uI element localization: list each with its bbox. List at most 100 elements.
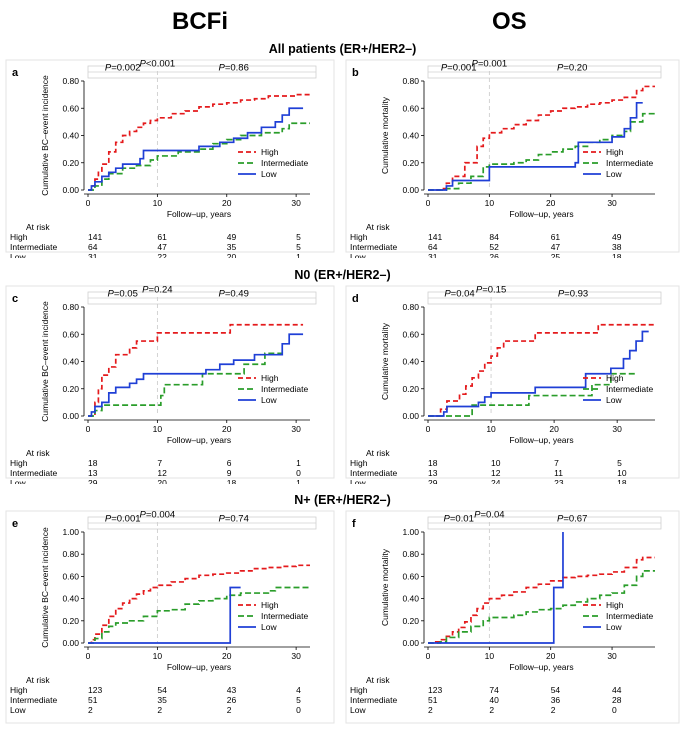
at-risk-value: 0	[612, 705, 617, 715]
panel-frame	[5, 59, 335, 253]
at-risk-value: 2	[428, 705, 433, 715]
panel-a: a P=0.002 P<0.001 P=0.86 0.00 0.20 0.40 0.60 0.8…	[5, 59, 335, 258]
series-line-low	[88, 107, 304, 191]
y-tick-label: 0.40	[62, 131, 79, 141]
panel-frame	[345, 510, 680, 724]
x-axis-title: Follow–up, years	[167, 662, 231, 672]
at-risk-value: 2	[88, 705, 93, 715]
x-tick-label: 20	[222, 424, 232, 434]
series-line-high	[428, 85, 655, 191]
x-axis-title: Follow–up, years	[509, 435, 573, 445]
series-line-intermediate	[428, 570, 655, 644]
legend-label: High	[606, 373, 624, 383]
series-line-intermediate	[428, 112, 655, 191]
y-tick-label: 0.80	[402, 302, 419, 312]
at-risk-value: 11	[554, 468, 563, 478]
y-tick-label: 0.60	[402, 571, 419, 581]
section-title-n0: N0 (ER+/HER2–)	[294, 268, 391, 282]
at-risk-value: 84	[489, 232, 499, 242]
panel-label: b	[352, 67, 359, 79]
at-risk-value: 18	[88, 458, 98, 468]
series-line-high	[428, 323, 655, 417]
at-risk-value: 18	[227, 478, 237, 484]
at-risk-value: 0	[296, 705, 301, 715]
at-risk-value: 13	[428, 468, 438, 478]
at-risk-value: 49	[227, 232, 237, 242]
pvalue-label: P=0.74	[218, 514, 248, 525]
pvalue-label: P=0.05	[107, 289, 137, 300]
legend-label: Intermediate	[606, 384, 654, 394]
at-risk-title: At risk	[366, 222, 390, 232]
y-tick-label: 0.80	[62, 302, 79, 312]
at-risk-row-label: Intermediate	[350, 695, 398, 705]
y-tick-label: 0.20	[402, 384, 419, 394]
legend-label: Low	[606, 395, 622, 405]
x-tick-label: 0	[86, 198, 91, 208]
legend-label: Intermediate	[261, 384, 309, 394]
at-risk-value: 4	[296, 685, 301, 695]
x-tick-label: 10	[485, 198, 495, 208]
pvalue-label: P=0.86	[218, 63, 248, 74]
panel-c: c P=0.05 P=0.24 P=0.49 0.00 0.20 0.40 0.60 0.80 0…	[5, 285, 335, 484]
at-risk-row-label: Intermediate	[350, 242, 398, 252]
at-risk-value: 26	[489, 252, 499, 258]
y-axis-title: Cumulative mortality	[380, 96, 390, 174]
y-tick-label: 0.60	[62, 571, 79, 581]
x-tick-label: 10	[153, 651, 163, 661]
y-tick-label: 0.20	[62, 158, 79, 168]
panel-label: d	[352, 293, 359, 305]
y-tick-label: 0.20	[62, 616, 79, 626]
at-risk-row-label: High	[350, 232, 368, 242]
at-risk-value: 44	[612, 685, 622, 695]
at-risk-row-label: Low	[350, 478, 366, 484]
panel-d: d P=0.04 P=0.15 P=0.93 0.00 0.20 0.40 0.60 0.80 0…	[345, 285, 680, 484]
at-risk-value: 35	[227, 242, 237, 252]
at-risk-value: 28	[612, 695, 622, 705]
pvalue-label: P=0.01	[443, 514, 473, 525]
series-line-low	[428, 330, 649, 417]
at-risk-value: 2	[551, 705, 556, 715]
at-risk-value: 40	[489, 695, 499, 705]
at-risk-value: 64	[88, 242, 98, 252]
at-risk-value: 20	[227, 252, 237, 258]
at-risk-value: 47	[551, 242, 561, 252]
at-risk-row-label: Intermediate	[10, 695, 58, 705]
at-risk-value: 25	[551, 252, 561, 258]
x-axis-title: Follow–up, years	[167, 435, 231, 445]
y-tick-label: 0.60	[402, 329, 419, 339]
at-risk-value: 51	[428, 695, 438, 705]
y-tick-label: 0.80	[62, 549, 79, 559]
at-risk-row-label: High	[350, 458, 368, 468]
y-axis-title: Cumulative BC–event incidence	[40, 75, 50, 196]
x-tick-label: 30	[291, 651, 301, 661]
at-risk-value: 52	[489, 242, 499, 252]
y-tick-label: 0.00	[402, 638, 419, 648]
y-tick-label: 0.40	[402, 131, 419, 141]
column-title-os: OS	[492, 8, 527, 35]
x-tick-label: 20	[546, 651, 556, 661]
pvalue-label: P=0.49	[218, 289, 248, 300]
x-tick-label: 20	[222, 651, 232, 661]
at-risk-title: At risk	[366, 675, 390, 685]
at-risk-value: 6	[227, 458, 232, 468]
at-risk-value: 43	[227, 685, 237, 695]
y-tick-label: 0.20	[62, 384, 79, 394]
x-tick-label: 0	[86, 424, 91, 434]
series-line-high	[88, 564, 310, 644]
at-risk-value: 1	[296, 458, 301, 468]
at-risk-value: 74	[489, 685, 499, 695]
at-risk-value: 7	[554, 458, 559, 468]
series-line-high	[88, 93, 310, 191]
legend-label: High	[261, 600, 279, 610]
at-risk-value: 10	[617, 468, 627, 478]
y-tick-label: 0.20	[402, 158, 419, 168]
panel-label: e	[12, 518, 18, 530]
at-risk-value: 1	[296, 252, 301, 258]
at-risk-value: 5	[296, 242, 301, 252]
y-axis-title: Cumulative BC–event incidence	[40, 527, 50, 648]
pvalue-label: P=0.001	[105, 514, 141, 525]
pvalue-label: P=0.93	[558, 289, 588, 300]
series-line-high	[88, 323, 304, 417]
series-line-intermediate	[88, 586, 310, 644]
